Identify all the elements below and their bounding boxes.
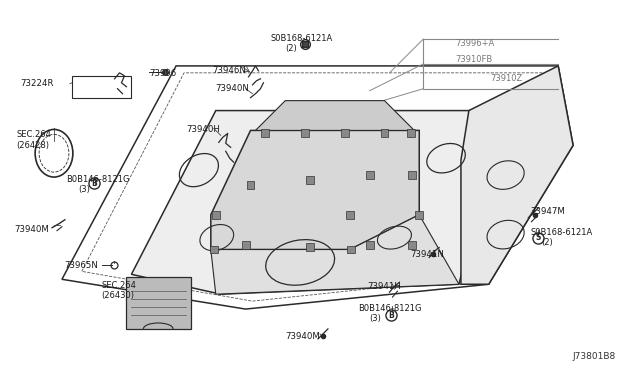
- Polygon shape: [131, 110, 489, 294]
- Text: 73941N: 73941N: [410, 250, 444, 259]
- Text: 73996+A: 73996+A: [455, 39, 494, 48]
- Text: 73996: 73996: [149, 69, 177, 78]
- Text: B0B146-8121G: B0B146-8121G: [66, 175, 129, 184]
- Text: 73965N: 73965N: [64, 262, 98, 270]
- Bar: [210, 246, 218, 253]
- Bar: [365, 241, 374, 248]
- Bar: [306, 243, 314, 250]
- Text: (3): (3): [370, 314, 381, 323]
- Bar: [347, 246, 355, 253]
- Text: S0B168-6121A: S0B168-6121A: [531, 228, 593, 237]
- Text: (26430): (26430): [102, 291, 134, 300]
- Text: 73941H: 73941H: [367, 282, 401, 291]
- Bar: [262, 129, 269, 137]
- Text: 73910Z: 73910Z: [491, 74, 523, 83]
- Text: SEC.264: SEC.264: [16, 131, 51, 140]
- Text: SEC.264: SEC.264: [102, 281, 136, 290]
- Text: 73940M: 73940M: [14, 225, 49, 234]
- Text: J73801B8: J73801B8: [573, 352, 616, 361]
- Text: (26428): (26428): [16, 141, 49, 150]
- Text: 73940N: 73940N: [216, 84, 250, 93]
- Bar: [212, 211, 220, 219]
- Bar: [408, 171, 416, 179]
- Text: B0B146-8121G: B0B146-8121G: [358, 304, 421, 313]
- Text: B: B: [91, 179, 97, 187]
- Text: 73224R: 73224R: [20, 79, 54, 88]
- Text: 73910FB: 73910FB: [455, 55, 492, 64]
- Text: B: B: [388, 311, 394, 320]
- Text: 73940M: 73940M: [285, 332, 320, 341]
- Bar: [407, 129, 415, 137]
- Bar: [72, 76, 131, 98]
- Text: (2): (2): [285, 44, 297, 53]
- Bar: [365, 171, 374, 179]
- Polygon shape: [461, 66, 573, 284]
- Bar: [246, 181, 255, 189]
- Bar: [341, 129, 349, 137]
- Text: 73947M: 73947M: [531, 207, 565, 216]
- Bar: [408, 241, 416, 248]
- Text: S: S: [536, 233, 541, 242]
- Polygon shape: [211, 215, 459, 294]
- Bar: [346, 211, 354, 219]
- Bar: [241, 241, 250, 248]
- Polygon shape: [211, 131, 419, 250]
- Bar: [415, 211, 423, 219]
- Bar: [301, 129, 309, 137]
- Bar: [306, 176, 314, 184]
- Text: S0B168-6121A: S0B168-6121A: [270, 34, 333, 43]
- Polygon shape: [255, 101, 414, 131]
- Text: (2): (2): [541, 238, 553, 247]
- Text: 73946N: 73946N: [212, 66, 246, 75]
- Text: 73940H: 73940H: [186, 125, 220, 134]
- Bar: [381, 129, 388, 137]
- Bar: [127, 277, 191, 329]
- Text: (3): (3): [78, 185, 90, 194]
